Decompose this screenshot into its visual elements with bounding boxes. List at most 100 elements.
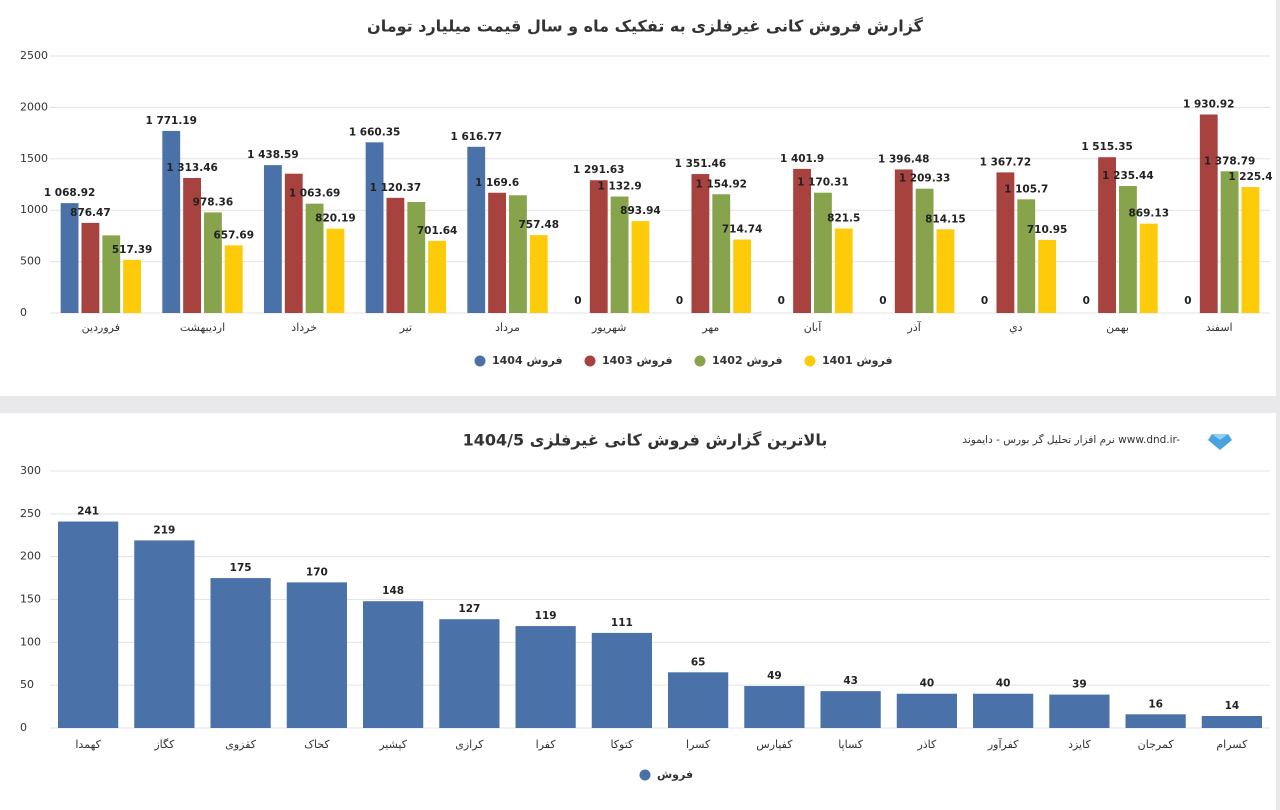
value-label: 1 209.33 <box>899 173 950 185</box>
value-label: 148 <box>382 585 404 597</box>
x-tick-label: کتوکا <box>610 738 634 751</box>
value-label: 710.95 <box>1027 224 1068 236</box>
x-tick-label: کرازی <box>455 738 484 751</box>
value-label: 0 <box>1184 295 1191 307</box>
value-label: 893.94 <box>620 205 661 217</box>
value-label: 111 <box>611 617 633 629</box>
bar <box>1098 157 1116 313</box>
bar <box>631 221 650 313</box>
bar <box>894 169 913 313</box>
y-tick-label: 250 <box>20 507 41 520</box>
value-label: 40 <box>996 678 1011 690</box>
value-label: 14 <box>1225 700 1240 712</box>
value-label: 1 378.79 <box>1204 155 1255 167</box>
bar <box>1201 716 1262 728</box>
value-label: 0 <box>574 295 581 307</box>
bar <box>529 235 548 313</box>
x-tick-label: کگاز <box>153 738 175 751</box>
x-tick-label: کایزد <box>1068 738 1091 751</box>
bar <box>467 146 486 313</box>
value-label: 241 <box>77 506 99 518</box>
x-tick-label: کسرا <box>686 738 711 751</box>
logo <box>1208 434 1232 450</box>
x-tick-label: کهمدا <box>75 738 101 751</box>
bar <box>820 691 881 728</box>
value-label: 978.36 <box>193 196 234 208</box>
y-tick-label: 50 <box>20 678 34 691</box>
y-tick-label: 2500 <box>20 49 48 62</box>
x-tick-label: خرداد <box>291 321 317 334</box>
x-tick-label: کپشیر <box>378 738 408 751</box>
value-label: 40 <box>920 678 935 690</box>
x-tick-label: تیر <box>399 321 412 334</box>
x-tick-label: آبان <box>804 320 822 334</box>
bar <box>1220 171 1239 313</box>
bar <box>973 693 1034 728</box>
y-tick-label: 500 <box>20 255 41 268</box>
x-tick-label: کسرام <box>1216 738 1248 751</box>
chart-title: بالاترین گزارش فروش کانی غیرفلزی 1404/5 <box>463 431 828 450</box>
bar <box>326 228 345 313</box>
value-label: 820.19 <box>315 213 356 225</box>
value-label: 821.5 <box>827 213 860 225</box>
y-tick-label: 1000 <box>20 203 48 216</box>
value-label: 1 170.31 <box>797 177 848 189</box>
y-tick-label: 0 <box>20 721 27 734</box>
bar <box>183 177 201 313</box>
x-tick-label: کفرا <box>536 738 557 751</box>
value-label: 1 515.35 <box>1081 141 1132 153</box>
bar <box>712 194 731 313</box>
value-label: 1 120.37 <box>370 182 421 194</box>
bar <box>81 222 100 313</box>
value-label: 127 <box>458 603 480 615</box>
bar <box>363 601 424 728</box>
source-note: نرم افزار تحلیل گر بورس - دایموند www.dn… <box>962 433 1180 446</box>
bar <box>915 188 934 313</box>
legend-marker <box>804 355 816 367</box>
value-label: 814.15 <box>925 213 966 225</box>
value-label: 1 235.44 <box>1102 170 1153 182</box>
value-label: 1 132.9 <box>597 181 641 193</box>
value-label: 16 <box>1148 698 1163 710</box>
bar <box>386 197 405 313</box>
bar <box>162 130 181 313</box>
bar <box>439 619 500 728</box>
x-tick-label: مهر <box>701 321 719 334</box>
value-label: 1 401.9 <box>780 153 824 165</box>
x-tick-label: شهریور <box>591 321 626 334</box>
legend-label: فروش 1401 <box>822 354 893 367</box>
bar <box>488 192 506 313</box>
legend-marker <box>474 355 486 367</box>
legend-label: فروش <box>657 768 693 781</box>
x-tick-label: مرداد <box>495 321 520 334</box>
bar <box>509 195 527 313</box>
value-label: 65 <box>691 656 706 668</box>
y-tick-label: 2000 <box>20 100 48 113</box>
value-label: 876.47 <box>70 207 111 219</box>
value-label: 1 063.69 <box>289 188 340 200</box>
value-label: 869.13 <box>1128 208 1169 220</box>
value-label: 0 <box>676 295 683 307</box>
bar <box>1199 114 1218 313</box>
value-label: 1 225.4 <box>1228 171 1272 183</box>
bar <box>936 229 955 313</box>
x-tick-label: بهمن <box>1106 321 1129 334</box>
value-label: 1 169.6 <box>475 177 519 189</box>
x-tick-label: کفپارس <box>756 738 793 751</box>
value-label: 0 <box>879 295 886 307</box>
value-label: 1 616.77 <box>450 131 501 143</box>
bar <box>515 626 576 728</box>
x-tick-label: کفرآور <box>987 737 1019 751</box>
value-label: 657.69 <box>213 229 254 241</box>
bar <box>996 172 1015 313</box>
bar <box>60 203 79 313</box>
bar <box>814 192 832 313</box>
value-label: 0 <box>778 295 785 307</box>
value-label: 714.74 <box>722 224 763 236</box>
y-tick-label: 150 <box>20 593 41 606</box>
bar <box>1125 714 1186 728</box>
bar <box>896 693 957 728</box>
value-label: 1 105.7 <box>1004 183 1048 195</box>
value-label: 1 660.35 <box>349 126 400 138</box>
